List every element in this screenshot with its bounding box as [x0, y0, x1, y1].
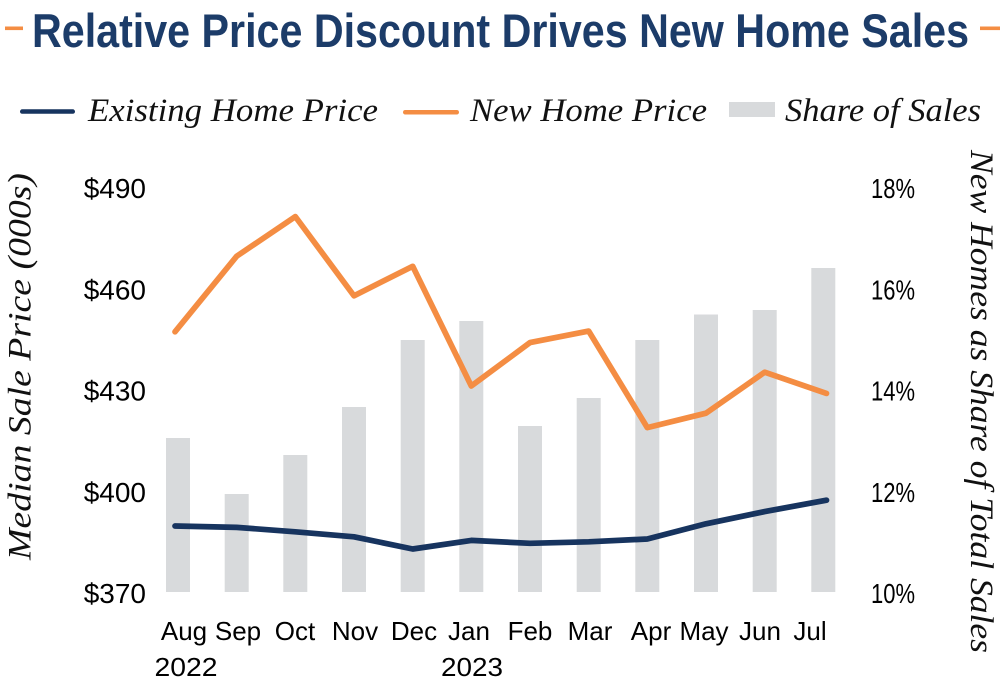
svg-text:Share of Sales: Share of Sales [785, 93, 981, 129]
svg-text:2022: 2022 [155, 652, 218, 682]
svg-text:14%: 14% [871, 376, 915, 407]
svg-text:Nov: Nov [332, 616, 378, 646]
svg-text:$400: $400 [84, 477, 146, 508]
svg-text:Relative Price Discount Drives: Relative Price Discount Drives New Home … [32, 4, 969, 57]
svg-text:Dec: Dec [391, 616, 437, 646]
svg-text:Aug: Aug [161, 616, 207, 646]
svg-text:New Homes as Share of Total Sa: New Homes as Share of Total Sales [963, 149, 999, 653]
svg-text:12%: 12% [871, 477, 915, 508]
svg-text:Existing Home Price: Existing Home Price [87, 93, 378, 129]
svg-text:Jun: Jun [739, 616, 781, 646]
svg-text:Apr: Apr [631, 616, 672, 646]
svg-text:May: May [679, 616, 728, 646]
svg-text:$430: $430 [84, 376, 146, 407]
svg-text:Mar: Mar [568, 616, 613, 646]
svg-text:16%: 16% [871, 274, 915, 305]
svg-text:18%: 18% [871, 173, 915, 204]
svg-text:New Home Price: New Home Price [469, 93, 707, 129]
svg-text:Oct: Oct [275, 616, 316, 646]
svg-text:Feb: Feb [508, 616, 553, 646]
svg-text:Jul: Jul [793, 616, 826, 646]
svg-text:$460: $460 [84, 274, 146, 305]
svg-text:Jan: Jan [448, 616, 490, 646]
svg-text:Median Sale Price (000s): Median Sale Price (000s) [3, 173, 39, 561]
svg-text:$490: $490 [84, 173, 146, 204]
svg-text:10%: 10% [871, 578, 915, 609]
svg-text:Sep: Sep [215, 616, 261, 646]
svg-text:2023: 2023 [441, 652, 503, 682]
svg-text:$370: $370 [84, 578, 146, 609]
